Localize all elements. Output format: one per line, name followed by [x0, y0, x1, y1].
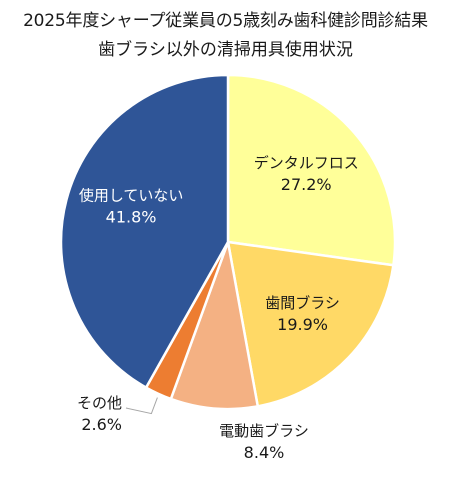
pie-slice-2 — [226, 240, 395, 408]
chart-title-line2: 歯ブラシ以外の清掃用具使用状況 — [98, 40, 353, 60]
chart-title-line1: 2025年度シャープ従業員の5歳刻み歯科健診問診結果 — [23, 11, 428, 31]
slice-label-1: デンタルフロス — [254, 154, 359, 172]
slice-label-3: 電動歯ブラシ — [219, 422, 309, 440]
pie-slice-5 — [59, 73, 230, 389]
slice-value-4: 2.6% — [81, 415, 122, 434]
slice-label-2: 歯間ブラシ — [265, 294, 340, 312]
slice-label-5: 使用していない — [79, 187, 184, 205]
slice-value-2: 19.9% — [277, 315, 328, 334]
pie-slices — [59, 73, 397, 411]
pie-labels: デンタルフロス 27.2% 歯間ブラシ 19.9% 電動歯ブラシ 8.4% その他 2.6% 使… — [77, 154, 359, 462]
slice-value-5: 41.8% — [106, 208, 157, 227]
pie-slice-1 — [226, 73, 397, 267]
slice-label-4: その他 — [77, 394, 122, 412]
slice-value-3: 8.4% — [244, 443, 285, 462]
slice-value-1: 27.2% — [281, 175, 332, 194]
pie-slice-3 — [169, 240, 260, 411]
leader-line-4 — [125, 397, 158, 415]
